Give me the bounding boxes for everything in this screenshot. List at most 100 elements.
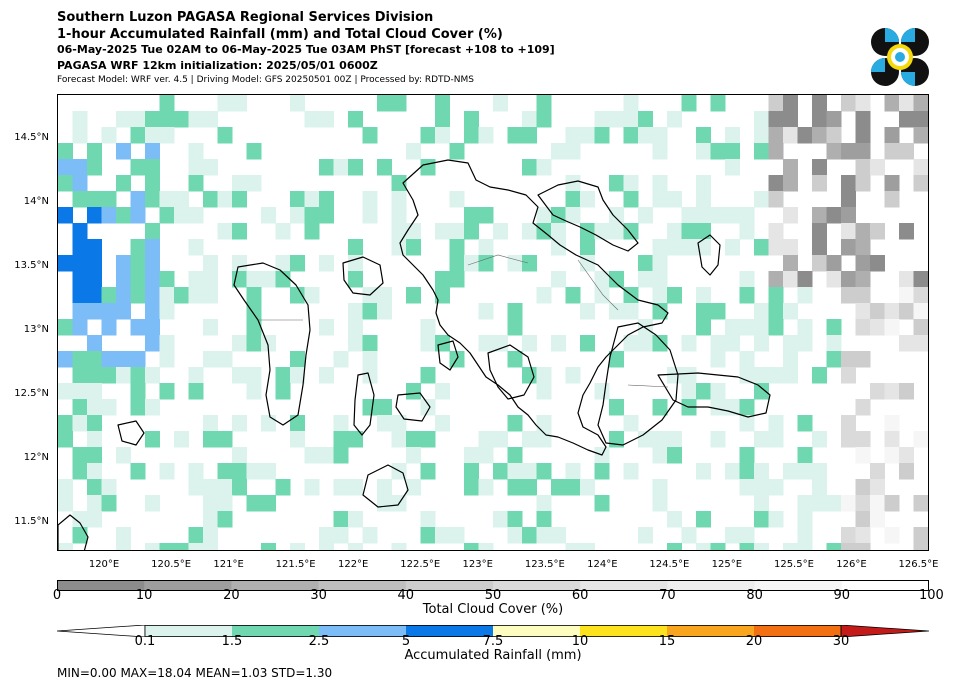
map-cell [72, 127, 88, 144]
map-cell [478, 239, 494, 256]
map-cell [101, 367, 117, 384]
map-cell [841, 271, 856, 288]
rainfall-colorbar-tick-label: 2.5 [308, 634, 330, 649]
map-cell [377, 495, 392, 512]
map-cell [391, 175, 407, 192]
map-cell [275, 383, 291, 400]
map-cell [565, 367, 581, 384]
map-cell [797, 287, 813, 304]
map-cell [174, 543, 189, 550]
map-cell [319, 447, 334, 464]
map-cell [594, 287, 610, 304]
map-cell [217, 127, 233, 144]
map-cell [884, 303, 900, 320]
lon-tick-label: 122.5°E [400, 559, 441, 570]
map-cell [855, 479, 871, 496]
map-cell [855, 399, 871, 416]
map-cell [551, 335, 566, 352]
map-cell [565, 463, 581, 480]
map-cell [333, 351, 349, 368]
map-cell [246, 383, 262, 400]
cloud-colorbar-tick-label: 40 [397, 588, 415, 603]
map-cell [464, 111, 479, 128]
map-cell [768, 143, 784, 160]
map-cell [72, 383, 88, 400]
map-cell [188, 463, 204, 480]
map-cell [536, 415, 552, 432]
rainfall-colorbar-tick-label: 10 [571, 634, 589, 649]
map-cell [304, 287, 320, 304]
map-cell [319, 527, 334, 544]
map-cell [696, 303, 711, 320]
map-cell [870, 319, 885, 336]
map-cell [188, 175, 204, 192]
map-cell [464, 447, 479, 464]
map-cell [841, 527, 856, 544]
map-cell [667, 287, 682, 304]
map-cell [290, 415, 305, 432]
map-cell [464, 479, 479, 496]
map-cell [362, 367, 378, 384]
map-cell [884, 447, 900, 464]
map-cell [159, 127, 175, 144]
map-cell [101, 303, 117, 320]
map-cell [145, 287, 160, 304]
map-cell [855, 511, 871, 528]
map-cell [609, 207, 624, 224]
map-cell [232, 255, 247, 272]
map-cell [725, 319, 740, 336]
map-cell [710, 383, 726, 400]
map-cell [116, 367, 131, 384]
map-cell [391, 415, 407, 432]
cloud-colorbar-border [57, 580, 929, 591]
map-cell [594, 383, 610, 400]
map-cell [87, 287, 102, 304]
map-cell [304, 479, 320, 496]
map-cell [812, 479, 827, 496]
map-cell [333, 479, 349, 496]
map-cell [72, 527, 88, 544]
lon-tick-label: 126.5°E [898, 559, 939, 570]
map-cell [812, 127, 827, 144]
map-cell [783, 367, 798, 384]
map-cell [203, 159, 218, 176]
map-cell [203, 511, 218, 528]
map-cell [348, 255, 363, 272]
map-cell [145, 543, 160, 550]
map-cell [609, 271, 624, 288]
map-cell [72, 511, 88, 528]
map-cell [884, 143, 900, 160]
map-cell [768, 479, 784, 496]
map-cell [217, 431, 233, 448]
map-cell [725, 127, 740, 144]
map-cell [217, 463, 233, 480]
map-cell [667, 511, 682, 528]
map-cell [826, 255, 842, 272]
map-cell [130, 271, 146, 288]
map-cell [652, 175, 668, 192]
map-cell [493, 431, 508, 448]
map-cell [551, 143, 566, 160]
map-cell [812, 223, 827, 240]
map-cell [754, 143, 769, 160]
map-cell [72, 255, 88, 272]
map-cell [348, 239, 363, 256]
map-cell [507, 527, 523, 544]
map-cell [652, 143, 668, 160]
pagasa-logo-icon [871, 28, 929, 86]
map-cell [812, 463, 827, 480]
map-cell [768, 319, 784, 336]
map-cell [580, 239, 595, 256]
map-cell [797, 127, 813, 144]
cloud-colorbar-segment [493, 580, 581, 591]
map-cell [87, 495, 102, 512]
mindoro-coastline [233, 262, 311, 426]
lon-tick-label: 125°E [711, 559, 743, 570]
map-cell [145, 319, 160, 336]
map-cell [261, 207, 276, 224]
map-cell [754, 111, 769, 128]
map-cell [681, 527, 697, 544]
map-cell [449, 143, 465, 160]
map-cell [638, 335, 653, 352]
map-cell [406, 239, 421, 256]
